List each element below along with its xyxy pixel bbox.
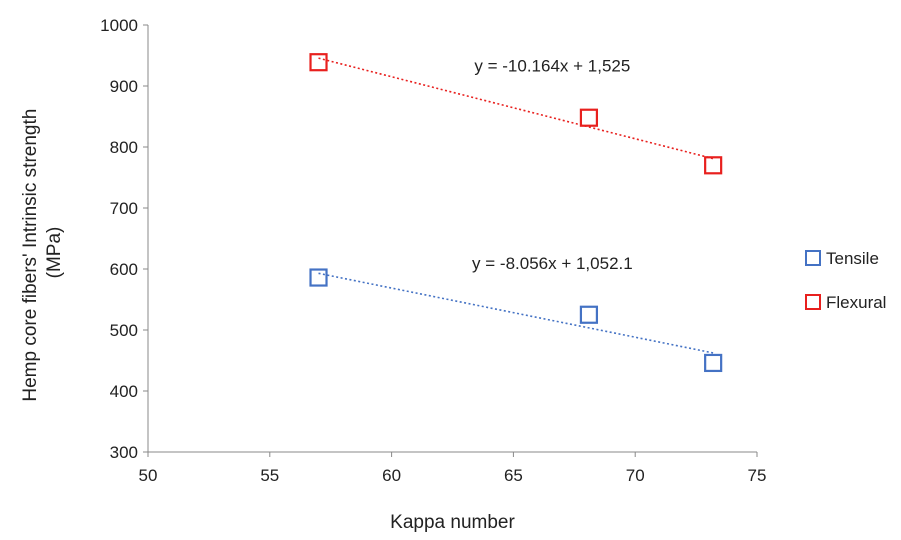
x-tick-label: 55 [260, 466, 279, 485]
tensile-point [309, 268, 328, 287]
flexural-equation-label: y = -10.164x + 1,525 [474, 56, 630, 75]
y-tick-label: 500 [110, 321, 138, 340]
y-axis-title-line-2: (MPa) [44, 227, 65, 279]
y-tick-label: 300 [110, 443, 138, 462]
legend-item-tensile: Tensile [805, 249, 879, 268]
tensile-point [579, 305, 599, 324]
legend: Tensile Flexural [805, 249, 886, 312]
flexural-legend-label: Flexural [826, 293, 886, 312]
legend-item-flexural: Flexural [805, 293, 886, 312]
y-axis-title-line-1: Hemp core fibers' Intrinsic strength [20, 109, 41, 402]
series-flexural: y = -10.164x + 1,525 [309, 53, 723, 175]
y-tick-label: 800 [110, 138, 138, 157]
tensile-equation-label: y = -8.056x + 1,052.1 [472, 254, 633, 273]
y-tick-label: 400 [110, 382, 138, 401]
y-tick-label: 900 [110, 77, 138, 96]
flexural-legend-swatch [805, 294, 821, 310]
y-tick-label: 700 [110, 199, 138, 218]
flexural-point [309, 53, 328, 72]
x-tick-label: 70 [626, 466, 645, 485]
tensile-legend-label: Tensile [826, 249, 879, 268]
tensile-trendline [318, 272, 714, 354]
x-tick-label: 50 [139, 466, 158, 485]
flexural-point [579, 108, 599, 127]
y-axis-title: Hemp core fibers' Intrinsic strength (MP… [20, 103, 65, 401]
tensile-point [704, 353, 723, 373]
axes-layer: 300 400 500 600 700 800 900 1000 50 55 60 65 70 75 [100, 16, 766, 485]
x-tick-label: 75 [748, 466, 767, 485]
series-tensile: y = -8.056x + 1,052.1 [309, 254, 723, 373]
x-tick-label: 60 [382, 466, 401, 485]
x-tick-label: 65 [504, 466, 523, 485]
flexural-point [704, 156, 723, 175]
tensile-legend-swatch [805, 250, 821, 266]
y-tick-label: 1000 [100, 16, 138, 35]
flexural-trendline [318, 57, 714, 160]
y-tick-label: 600 [110, 260, 138, 279]
series-layer: y = -8.056x + 1,052.1 y = -10.164x + 1,52… [309, 53, 723, 373]
x-axis-title: Kappa number [390, 512, 515, 533]
